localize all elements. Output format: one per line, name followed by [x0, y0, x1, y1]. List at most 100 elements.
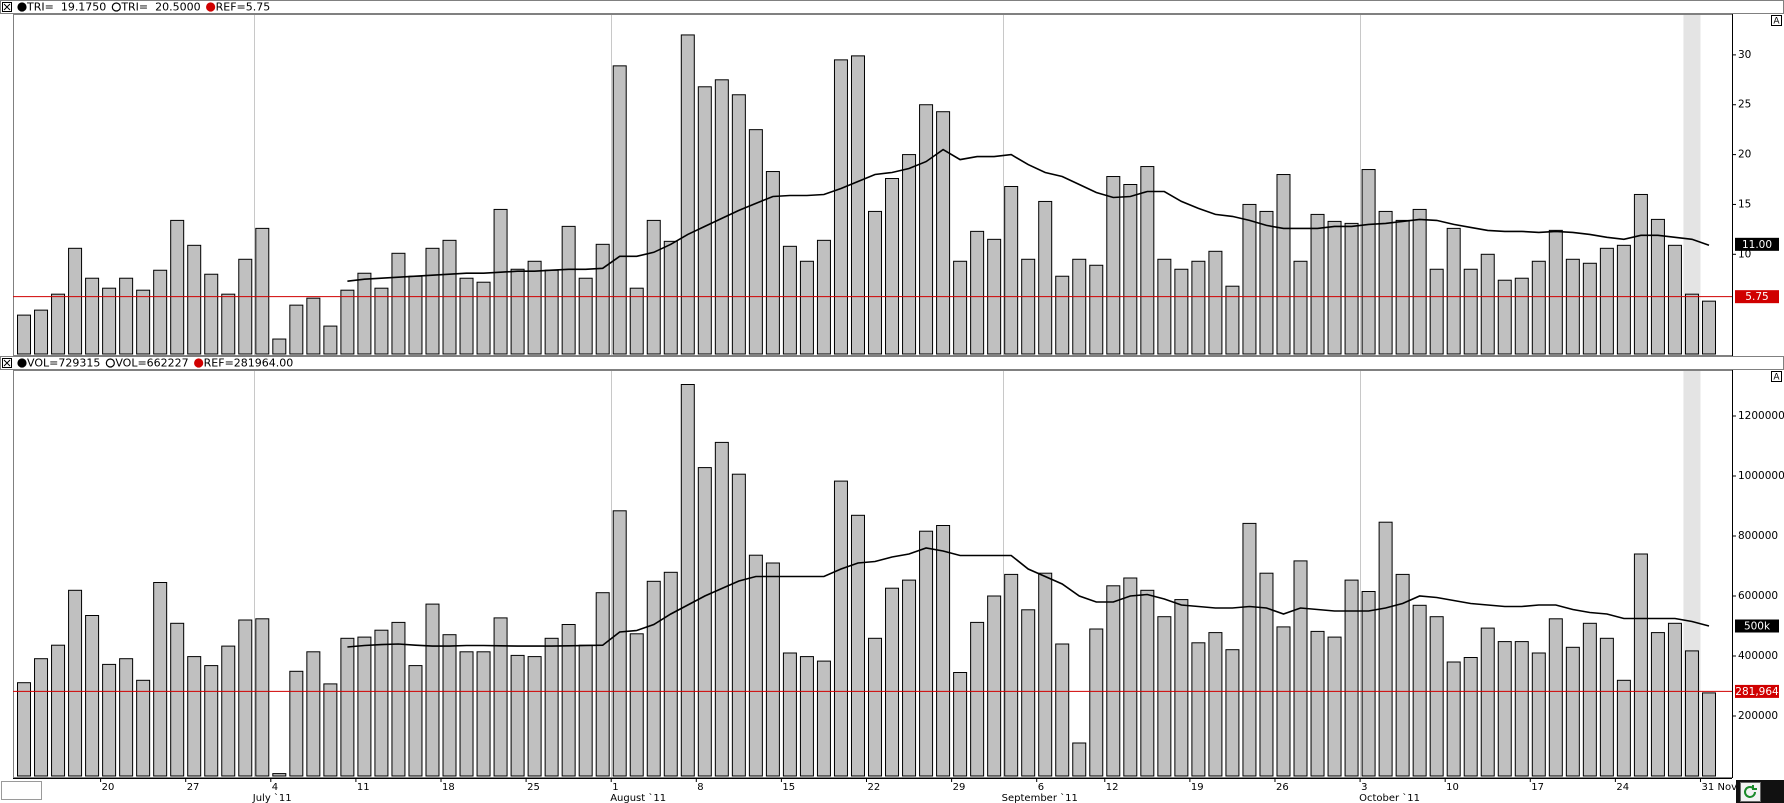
bar	[782, 652, 797, 777]
bar	[34, 309, 49, 355]
close-icon	[3, 3, 11, 11]
bar	[1038, 572, 1053, 777]
bar	[1225, 285, 1240, 355]
bar	[714, 441, 729, 777]
bar	[255, 618, 270, 777]
bar	[1055, 275, 1070, 355]
bar	[153, 582, 168, 777]
reference-value-box	[1735, 684, 1779, 698]
scroll-box[interactable]	[1, 781, 42, 800]
bar	[68, 247, 83, 355]
bar	[1667, 244, 1682, 355]
bar	[34, 658, 49, 777]
y-tick-label: 1000000	[1738, 470, 1784, 482]
scale-button-box[interactable]	[1771, 15, 1782, 26]
bar	[238, 258, 253, 355]
bar	[1276, 174, 1291, 355]
bar	[902, 154, 917, 355]
bar	[1174, 599, 1189, 777]
bar	[595, 592, 610, 777]
bar	[646, 580, 661, 777]
bar	[578, 644, 593, 777]
y-tick-label: 400000	[1738, 650, 1778, 662]
bar	[1327, 636, 1342, 777]
bar	[1480, 627, 1495, 777]
bar	[170, 622, 185, 777]
bar	[646, 219, 661, 355]
x-tick-label: 24	[1616, 782, 1629, 793]
bar	[136, 289, 151, 355]
bar	[119, 277, 134, 355]
bar	[119, 658, 134, 777]
bar	[442, 634, 457, 777]
x-tick-label: 12	[1106, 782, 1119, 793]
bar	[1089, 628, 1104, 777]
bar	[17, 682, 32, 777]
bar	[51, 644, 66, 777]
bar	[680, 384, 695, 777]
bar	[493, 617, 508, 777]
bar	[1021, 258, 1036, 355]
bar	[306, 651, 321, 777]
bar	[1412, 604, 1427, 777]
bar	[1599, 247, 1614, 355]
bar	[1072, 258, 1087, 355]
bar	[1106, 176, 1121, 355]
bar	[1259, 210, 1274, 355]
scale-button[interactable]: A	[1773, 17, 1780, 27]
bar	[374, 629, 389, 777]
bar	[1548, 229, 1563, 355]
close-icon	[3, 359, 11, 367]
bar	[272, 338, 287, 355]
scale-button-box[interactable]	[1771, 371, 1782, 382]
bar	[1446, 227, 1461, 355]
legend-icon	[17, 358, 27, 368]
bar	[1412, 208, 1427, 355]
bar	[697, 86, 712, 355]
bar	[1497, 641, 1512, 777]
bar	[629, 287, 644, 355]
bar	[1208, 632, 1223, 777]
bar	[782, 245, 797, 355]
bar	[1106, 585, 1121, 777]
bar	[1480, 253, 1495, 355]
bar	[868, 210, 883, 355]
y-tick-label: 10	[1738, 248, 1751, 260]
bar	[1191, 642, 1206, 777]
bar	[1446, 661, 1461, 777]
reference-value-label: 5.75	[1745, 291, 1768, 303]
bar	[885, 178, 900, 355]
bar	[765, 562, 780, 777]
legend-label: VOL=662227	[115, 357, 188, 370]
bar	[885, 587, 900, 777]
bar	[306, 297, 321, 355]
refresh-button[interactable]	[1740, 782, 1761, 802]
scale-button[interactable]: A	[1773, 373, 1780, 383]
bar	[1140, 589, 1155, 777]
bar	[1021, 609, 1036, 777]
bar	[510, 268, 525, 355]
x-tick-label: 22	[868, 782, 881, 793]
legend-icon	[194, 358, 204, 368]
bar	[544, 637, 559, 777]
bar	[85, 277, 100, 355]
bar	[544, 269, 559, 355]
x-tick-label: 17	[1531, 782, 1544, 793]
bar	[102, 663, 117, 777]
bar	[323, 325, 338, 355]
bar	[936, 525, 951, 777]
bar	[1055, 643, 1070, 777]
bar	[1191, 260, 1206, 355]
bar	[136, 679, 151, 777]
month-label: Nov	[1718, 782, 1738, 793]
bar	[1463, 268, 1478, 355]
bar	[799, 656, 814, 777]
bar	[221, 645, 236, 777]
bar	[425, 247, 440, 355]
last-value-label: 11.00	[1742, 239, 1772, 251]
bar	[1361, 591, 1376, 777]
bar	[170, 219, 185, 355]
last-value-box	[1735, 237, 1779, 251]
x-tick-label: 26	[1276, 782, 1289, 793]
